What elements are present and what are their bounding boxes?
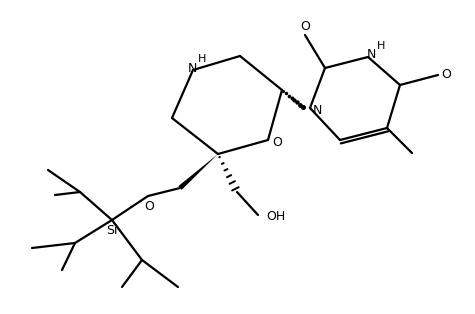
Text: N: N bbox=[187, 62, 197, 75]
Text: N: N bbox=[366, 48, 376, 62]
Polygon shape bbox=[178, 154, 218, 190]
Text: H: H bbox=[377, 41, 385, 51]
Text: H: H bbox=[198, 54, 206, 64]
Text: O: O bbox=[441, 68, 451, 82]
Text: N: N bbox=[313, 104, 322, 116]
Text: Si: Si bbox=[106, 224, 118, 236]
Text: O: O bbox=[272, 136, 282, 149]
Text: O: O bbox=[300, 20, 310, 34]
Text: O: O bbox=[144, 199, 154, 213]
Text: OH: OH bbox=[266, 210, 285, 224]
